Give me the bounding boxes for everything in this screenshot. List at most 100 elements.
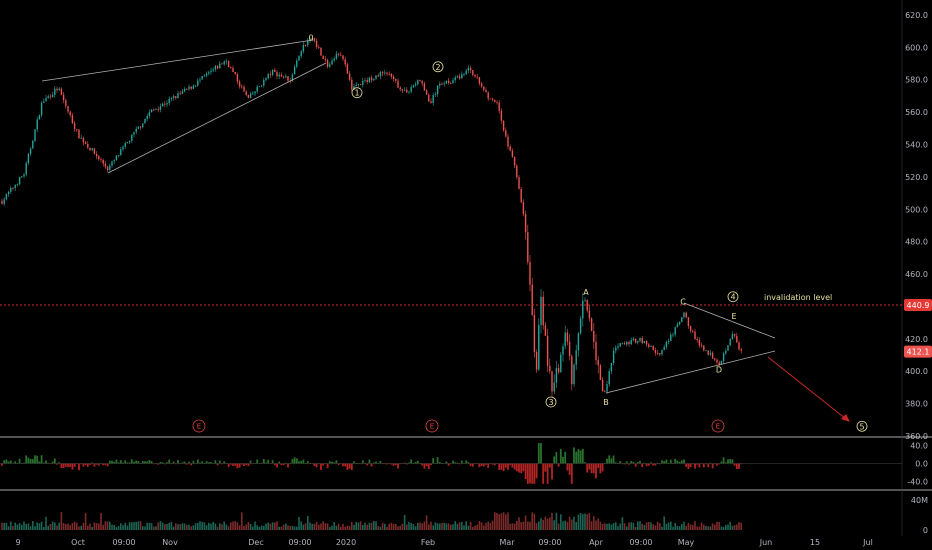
candle-body [131, 134, 133, 141]
projection-arrow[interactable] [767, 356, 850, 422]
volume-bar [100, 512, 102, 530]
oscillator-bar [509, 463, 512, 466]
volume-bar [395, 523, 397, 530]
candle-body [98, 156, 100, 160]
candle-body [652, 346, 654, 351]
oscillator-bar [51, 461, 54, 464]
volume-bar [190, 526, 192, 530]
oscillator-bar [568, 463, 571, 475]
volume-bar [727, 524, 729, 530]
candle-body [489, 98, 492, 100]
triangle-lower-trendline[interactable] [605, 350, 776, 394]
oscillator-bar [106, 463, 109, 467]
oscillator-bar [62, 463, 65, 468]
candle-body [483, 86, 485, 90]
candle-body [302, 44, 305, 52]
oscillator-bar [421, 463, 424, 466]
oscillator-bar [152, 463, 155, 465]
volume-bar [298, 517, 300, 530]
candle-body [445, 80, 448, 84]
volume-bar [628, 522, 630, 530]
candle-body [738, 342, 740, 350]
oscillator-bar [82, 463, 85, 467]
oscillator-bar [346, 463, 349, 470]
volume-bar [643, 525, 646, 530]
candle-body [582, 300, 584, 319]
volume-bar [359, 521, 362, 530]
candle-body [711, 352, 714, 359]
volume-bar [595, 520, 597, 530]
volume-bar [150, 523, 153, 530]
oscillator-bar [685, 463, 688, 467]
candle-body [626, 341, 628, 345]
oscillator-bar [295, 458, 298, 464]
candle-body [615, 347, 617, 351]
volume-bar [3, 522, 5, 530]
trendline-drawings[interactable] [41, 39, 776, 394]
candle-body [672, 334, 674, 336]
volume-bar [247, 521, 250, 530]
oscillator-bar [183, 461, 186, 464]
candle-body [665, 342, 668, 347]
oscillator-bar [493, 463, 496, 466]
volume-bar [10, 521, 12, 530]
oscillator-bar [641, 463, 644, 468]
volume-bar [364, 522, 366, 530]
oscillator-bar [535, 463, 538, 479]
volume-bar [76, 522, 78, 530]
volume-bar [729, 521, 731, 530]
time-tick-label: Oct [71, 538, 85, 547]
candle-body [538, 324, 540, 370]
oscillator-bar [115, 459, 118, 464]
oscillator-bar [245, 463, 248, 466]
volume-bar [463, 525, 465, 530]
candle-body [221, 63, 223, 65]
oscillator-bar [458, 463, 461, 465]
candle-body [568, 341, 571, 357]
oscillator-bar [236, 463, 239, 469]
candle-body [716, 359, 718, 363]
candle-body [205, 73, 208, 76]
volume-bar [271, 522, 274, 530]
volume-bar [168, 522, 170, 530]
volume-bar [399, 525, 401, 530]
candle-body [293, 66, 296, 75]
triangle-upper-trendline[interactable] [683, 302, 776, 339]
candle-body [188, 86, 190, 90]
oscillator-bar [474, 463, 476, 465]
volume-bar [373, 521, 375, 530]
volume-bar [155, 526, 157, 530]
candle-body [725, 350, 727, 354]
oscillator-bar [705, 463, 707, 465]
channel-upper-trendline[interactable] [41, 39, 314, 82]
candle-body [18, 177, 21, 185]
volume-bar [304, 523, 307, 530]
oscillator-bar [399, 463, 402, 465]
oscillator-bar [47, 462, 50, 464]
candle-body [128, 140, 131, 143]
oscillator-bar [465, 460, 468, 464]
candle-body [144, 118, 146, 124]
channel-lower-trendline[interactable] [107, 62, 327, 174]
oscillator-bar [339, 463, 342, 465]
oscillator-bar [390, 463, 393, 465]
candle-body [384, 72, 386, 74]
candle-body [100, 159, 102, 161]
oscillator-bar [216, 463, 219, 466]
candle-body [720, 361, 723, 365]
oscillator-bar [513, 463, 516, 470]
wave-label-ring [432, 61, 444, 73]
oscillator-bar [300, 460, 303, 464]
volume-bar [135, 521, 137, 530]
price-tick-label: 360.0 [905, 432, 928, 441]
oscillator-bar [38, 461, 41, 464]
volume-bar [95, 523, 98, 530]
volume-bar [311, 523, 313, 530]
oscillator-bar [111, 460, 113, 464]
time-tick-label: 15 [810, 538, 820, 547]
volume-bar [630, 522, 632, 530]
oscillator-bar [372, 462, 375, 464]
candle-body [203, 75, 206, 77]
time-axis: 9 Oct 09:00 Nov Dec 09:00 2020 Feb Mar 09:00 Apr 09… [15, 538, 872, 547]
